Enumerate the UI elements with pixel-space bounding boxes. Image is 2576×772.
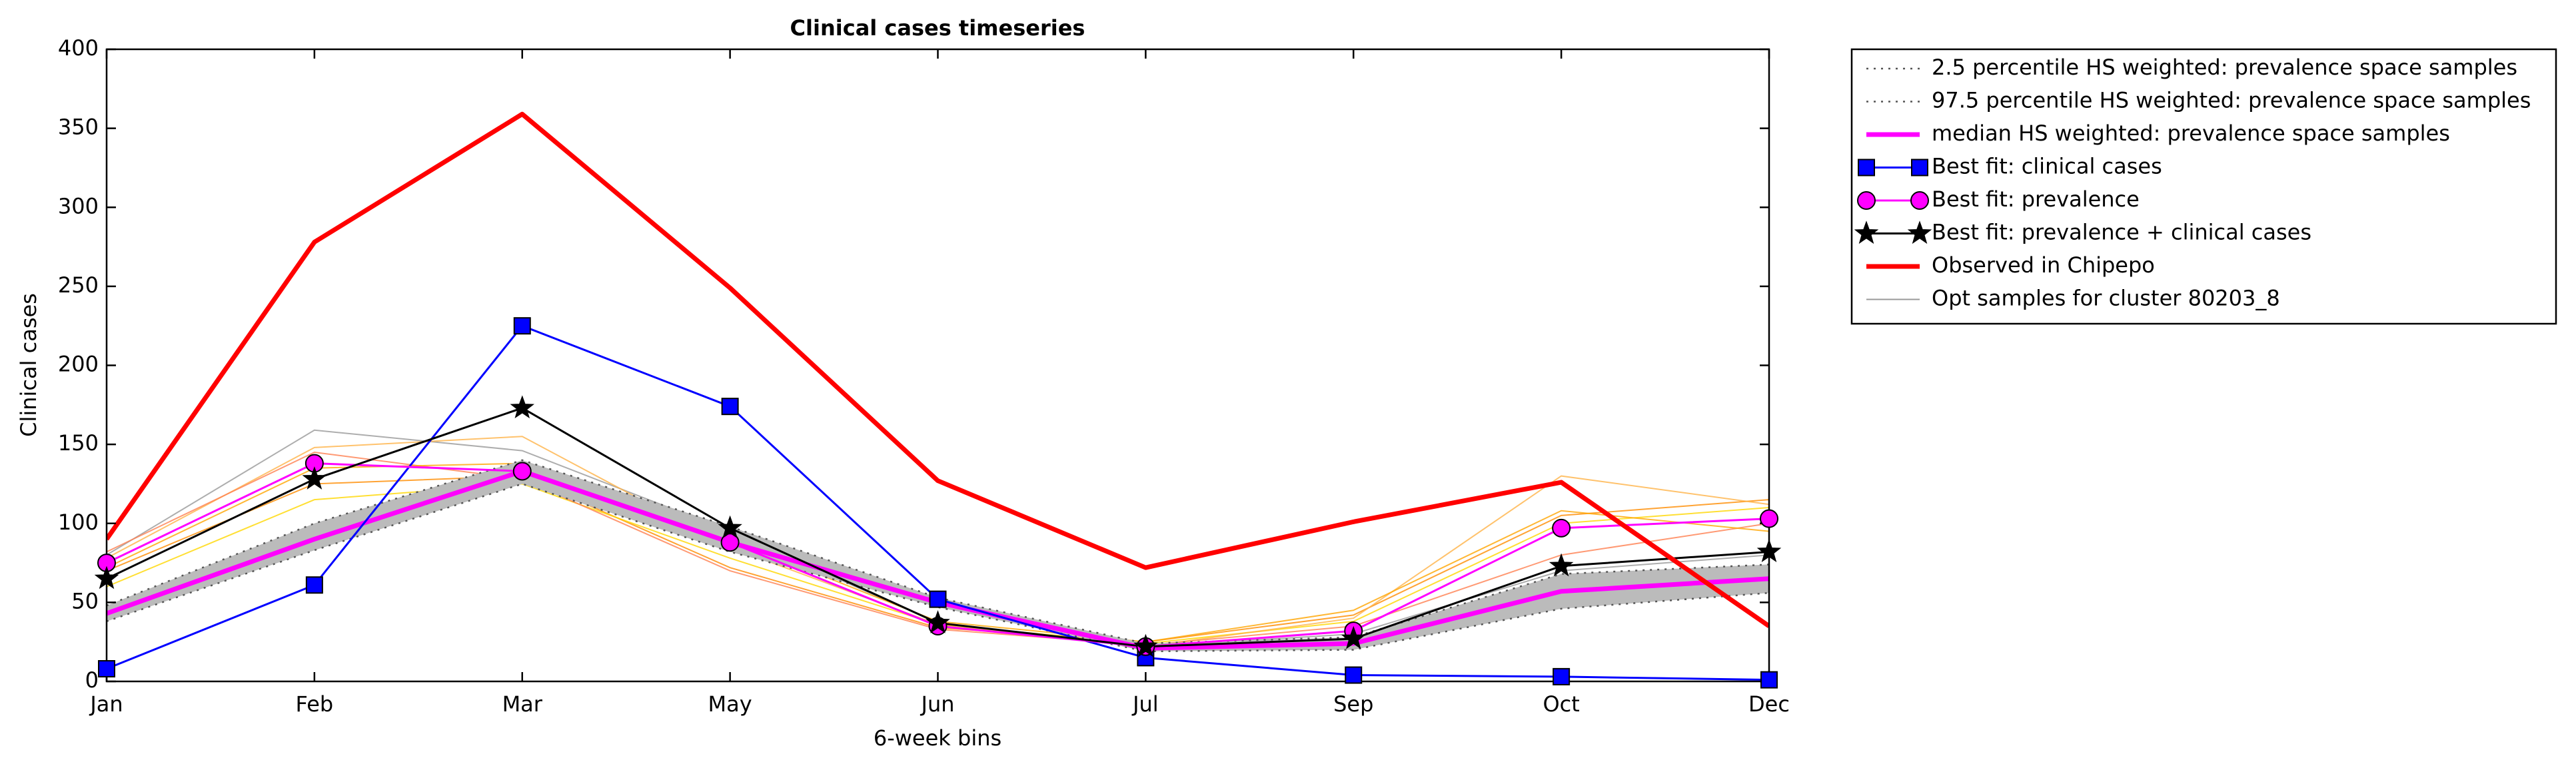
square-marker: [1760, 671, 1778, 689]
x-tick-label: Mar: [502, 691, 543, 717]
x-axis-label: 6-week bins: [874, 725, 1001, 751]
star-marker: [1756, 539, 1782, 562]
star-marker: [1907, 220, 1932, 244]
star-marker: [94, 566, 119, 589]
y-tick-label: 300: [58, 193, 99, 218]
y-tick-label: 350: [58, 115, 99, 140]
circle-marker: [720, 533, 740, 552]
x-tick-label: Sep: [1333, 691, 1373, 717]
series-line: [107, 111, 1769, 628]
star-marker: [302, 466, 327, 490]
x-tick-label: Jan: [89, 691, 123, 717]
circle-marker: [1760, 509, 1778, 528]
y-tick-label: 150: [58, 430, 99, 456]
legend: 2.5 percentile HS weighted: prevalence s…: [1854, 55, 2531, 311]
chart-title: Clinical cases timeseries: [790, 15, 1085, 41]
legend-label: Best fit: prevalence + clinical cases: [1932, 220, 2311, 245]
x-tick-label: Oct: [1543, 691, 1579, 717]
square-marker: [513, 317, 531, 335]
legend-box: [1850, 48, 2557, 325]
y-tick-label: 100: [58, 510, 99, 535]
circle-marker: [1910, 191, 1929, 210]
star-marker: [510, 395, 534, 419]
star-marker: [926, 609, 950, 633]
square-marker: [721, 398, 739, 416]
legend-label: Best fit: prevalence: [1932, 187, 2140, 212]
star-marker: [1854, 220, 1879, 244]
circle-marker: [1857, 191, 1876, 210]
series-line: [107, 459, 1769, 645]
legend-label: Best fit: clinical cases: [1932, 154, 2162, 179]
star-marker: [718, 515, 742, 539]
square-marker: [1911, 159, 1928, 177]
y-tick-label: 200: [58, 352, 99, 377]
square-marker: [1345, 666, 1363, 684]
legend-label: 97.5 percentile HS weighted: prevalence …: [1932, 88, 2531, 113]
legend-label: 2.5 percentile HS weighted: prevalence s…: [1932, 55, 2517, 80]
y-tick-label: 50: [71, 588, 99, 613]
legend-label: Observed in Chipepo: [1932, 252, 2155, 278]
square-marker: [98, 660, 115, 678]
circle-marker: [512, 462, 532, 481]
y-tick-label: 0: [85, 667, 99, 693]
star-marker: [1549, 553, 1574, 577]
y-axis-label: Clinical cases: [16, 293, 41, 437]
x-tick-label: Feb: [296, 691, 334, 717]
star-marker: [1341, 625, 1366, 649]
x-tick-label: May: [708, 691, 752, 717]
star-marker: [1133, 633, 1158, 657]
square-marker: [929, 590, 947, 608]
circle-marker: [1552, 518, 1571, 538]
x-tick-label: Jul: [1131, 691, 1159, 717]
x-tick-label: Jun: [920, 691, 955, 717]
square-marker: [1553, 667, 1571, 685]
square-marker: [1858, 159, 1875, 177]
y-tick-label: 250: [58, 272, 99, 298]
legend-label: median HS weighted: prevalence space sam…: [1932, 121, 2450, 146]
x-tick-label: Dec: [1748, 691, 1790, 717]
square-marker: [305, 576, 323, 594]
y-tick-label: 400: [58, 35, 99, 61]
legend-label: Opt samples for cluster 80203_8: [1932, 286, 2280, 311]
